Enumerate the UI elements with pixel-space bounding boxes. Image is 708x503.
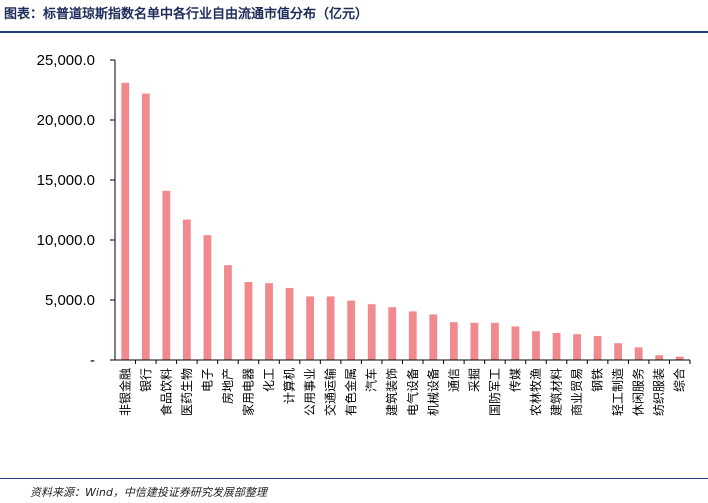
- y-tick-label: 5,000.0: [45, 292, 95, 309]
- x-tick-label: 综合: [672, 368, 687, 392]
- bar: [470, 322, 479, 360]
- x-tick-label: 公用事业: [303, 368, 317, 416]
- source-note: 资料来源：Wind，中信建投证券研究发展部整理: [30, 486, 267, 499]
- bar: [388, 307, 397, 360]
- bar: [265, 283, 273, 360]
- x-tick-label: 农林牧渔: [529, 368, 543, 416]
- y-axis: - 5,000.0 10,000.0 15,000.0 20,000.0 25,000.0: [37, 52, 116, 369]
- x-axis: 非银金融 银行 食品饮料 医药生物 电子 房地产 家用电器 化工 计算机 公用事业 交通运输 有色金属…: [115, 359, 691, 416]
- x-tick-label: 汽车: [364, 368, 379, 392]
- x-tick-label: 机械设备: [425, 368, 440, 416]
- bar: [347, 300, 356, 360]
- x-tick-label: 银行: [139, 368, 153, 392]
- y-tick-label: 10,000.0: [37, 232, 95, 249]
- x-tick-label: 传媒: [507, 368, 522, 392]
- x-tick-label: 食品饮料: [158, 368, 173, 416]
- bar: [121, 82, 130, 361]
- bar: [203, 235, 212, 360]
- x-tick-label: 休闲服务: [631, 368, 646, 416]
- bar: [573, 334, 581, 360]
- bar: [614, 343, 623, 360]
- y-tick-label: 25,000.0: [37, 52, 95, 69]
- bar: [655, 355, 664, 360]
- x-tick-label: 医药生物: [180, 368, 194, 416]
- bar: [449, 322, 458, 360]
- bar: [408, 311, 417, 360]
- bar: [141, 93, 150, 360]
- x-tick-label: 房地产: [220, 368, 235, 404]
- y-tick-label: 15,000.0: [37, 172, 95, 189]
- bar: [306, 296, 314, 360]
- x-tick-label: 非银金融: [117, 368, 132, 416]
- bar: [244, 282, 253, 360]
- bar-series: [121, 82, 684, 361]
- bar: [367, 304, 376, 360]
- x-tick-label: 轻工制造: [611, 368, 625, 416]
- bar: [511, 326, 520, 360]
- bar: [326, 296, 335, 360]
- figure-title: 图表：标普道琼斯指数名单中各行业自由流通市值分布（亿元）: [4, 7, 369, 22]
- x-tick-label: 钢铁: [591, 368, 605, 392]
- bar: [593, 336, 602, 360]
- x-tick-label: 化工: [262, 368, 276, 392]
- bar-chart: - 5,000.0 10,000.0 15,000.0 20,000.0 25,000.0…: [37, 52, 691, 416]
- bar: [552, 333, 561, 360]
- bar: [532, 331, 540, 360]
- x-tick-label: 有色金属: [343, 368, 358, 416]
- source-divider: [0, 478, 708, 479]
- bar: [491, 322, 499, 360]
- x-tick-label: 纺织服装: [652, 368, 666, 416]
- bar: [285, 288, 294, 360]
- bar: [182, 219, 191, 360]
- x-tick-label: 国防军工: [487, 368, 502, 416]
- bar: [224, 265, 232, 360]
- bar: [429, 314, 438, 360]
- bar: [634, 347, 643, 360]
- x-tick-label: 建筑材料: [549, 368, 564, 416]
- x-tick-label: 计算机: [282, 368, 297, 404]
- bar: [675, 356, 684, 360]
- x-tick-label: 商业贸易: [569, 368, 584, 416]
- title-divider: [0, 31, 708, 33]
- x-tick-label: 交通运输: [323, 368, 338, 416]
- x-tick-label: 电子: [200, 368, 214, 392]
- x-tick-label: 建筑装饰: [384, 368, 399, 416]
- x-tick-label: 家用电器: [240, 368, 255, 416]
- y-tick-label: -: [90, 352, 95, 369]
- y-tick-label: 20,000.0: [37, 112, 95, 129]
- x-tick-label: 电气设备: [405, 368, 420, 416]
- x-tick-label: 采掘: [466, 368, 481, 392]
- bar: [162, 190, 171, 360]
- x-tick-label: 通信: [447, 368, 461, 392]
